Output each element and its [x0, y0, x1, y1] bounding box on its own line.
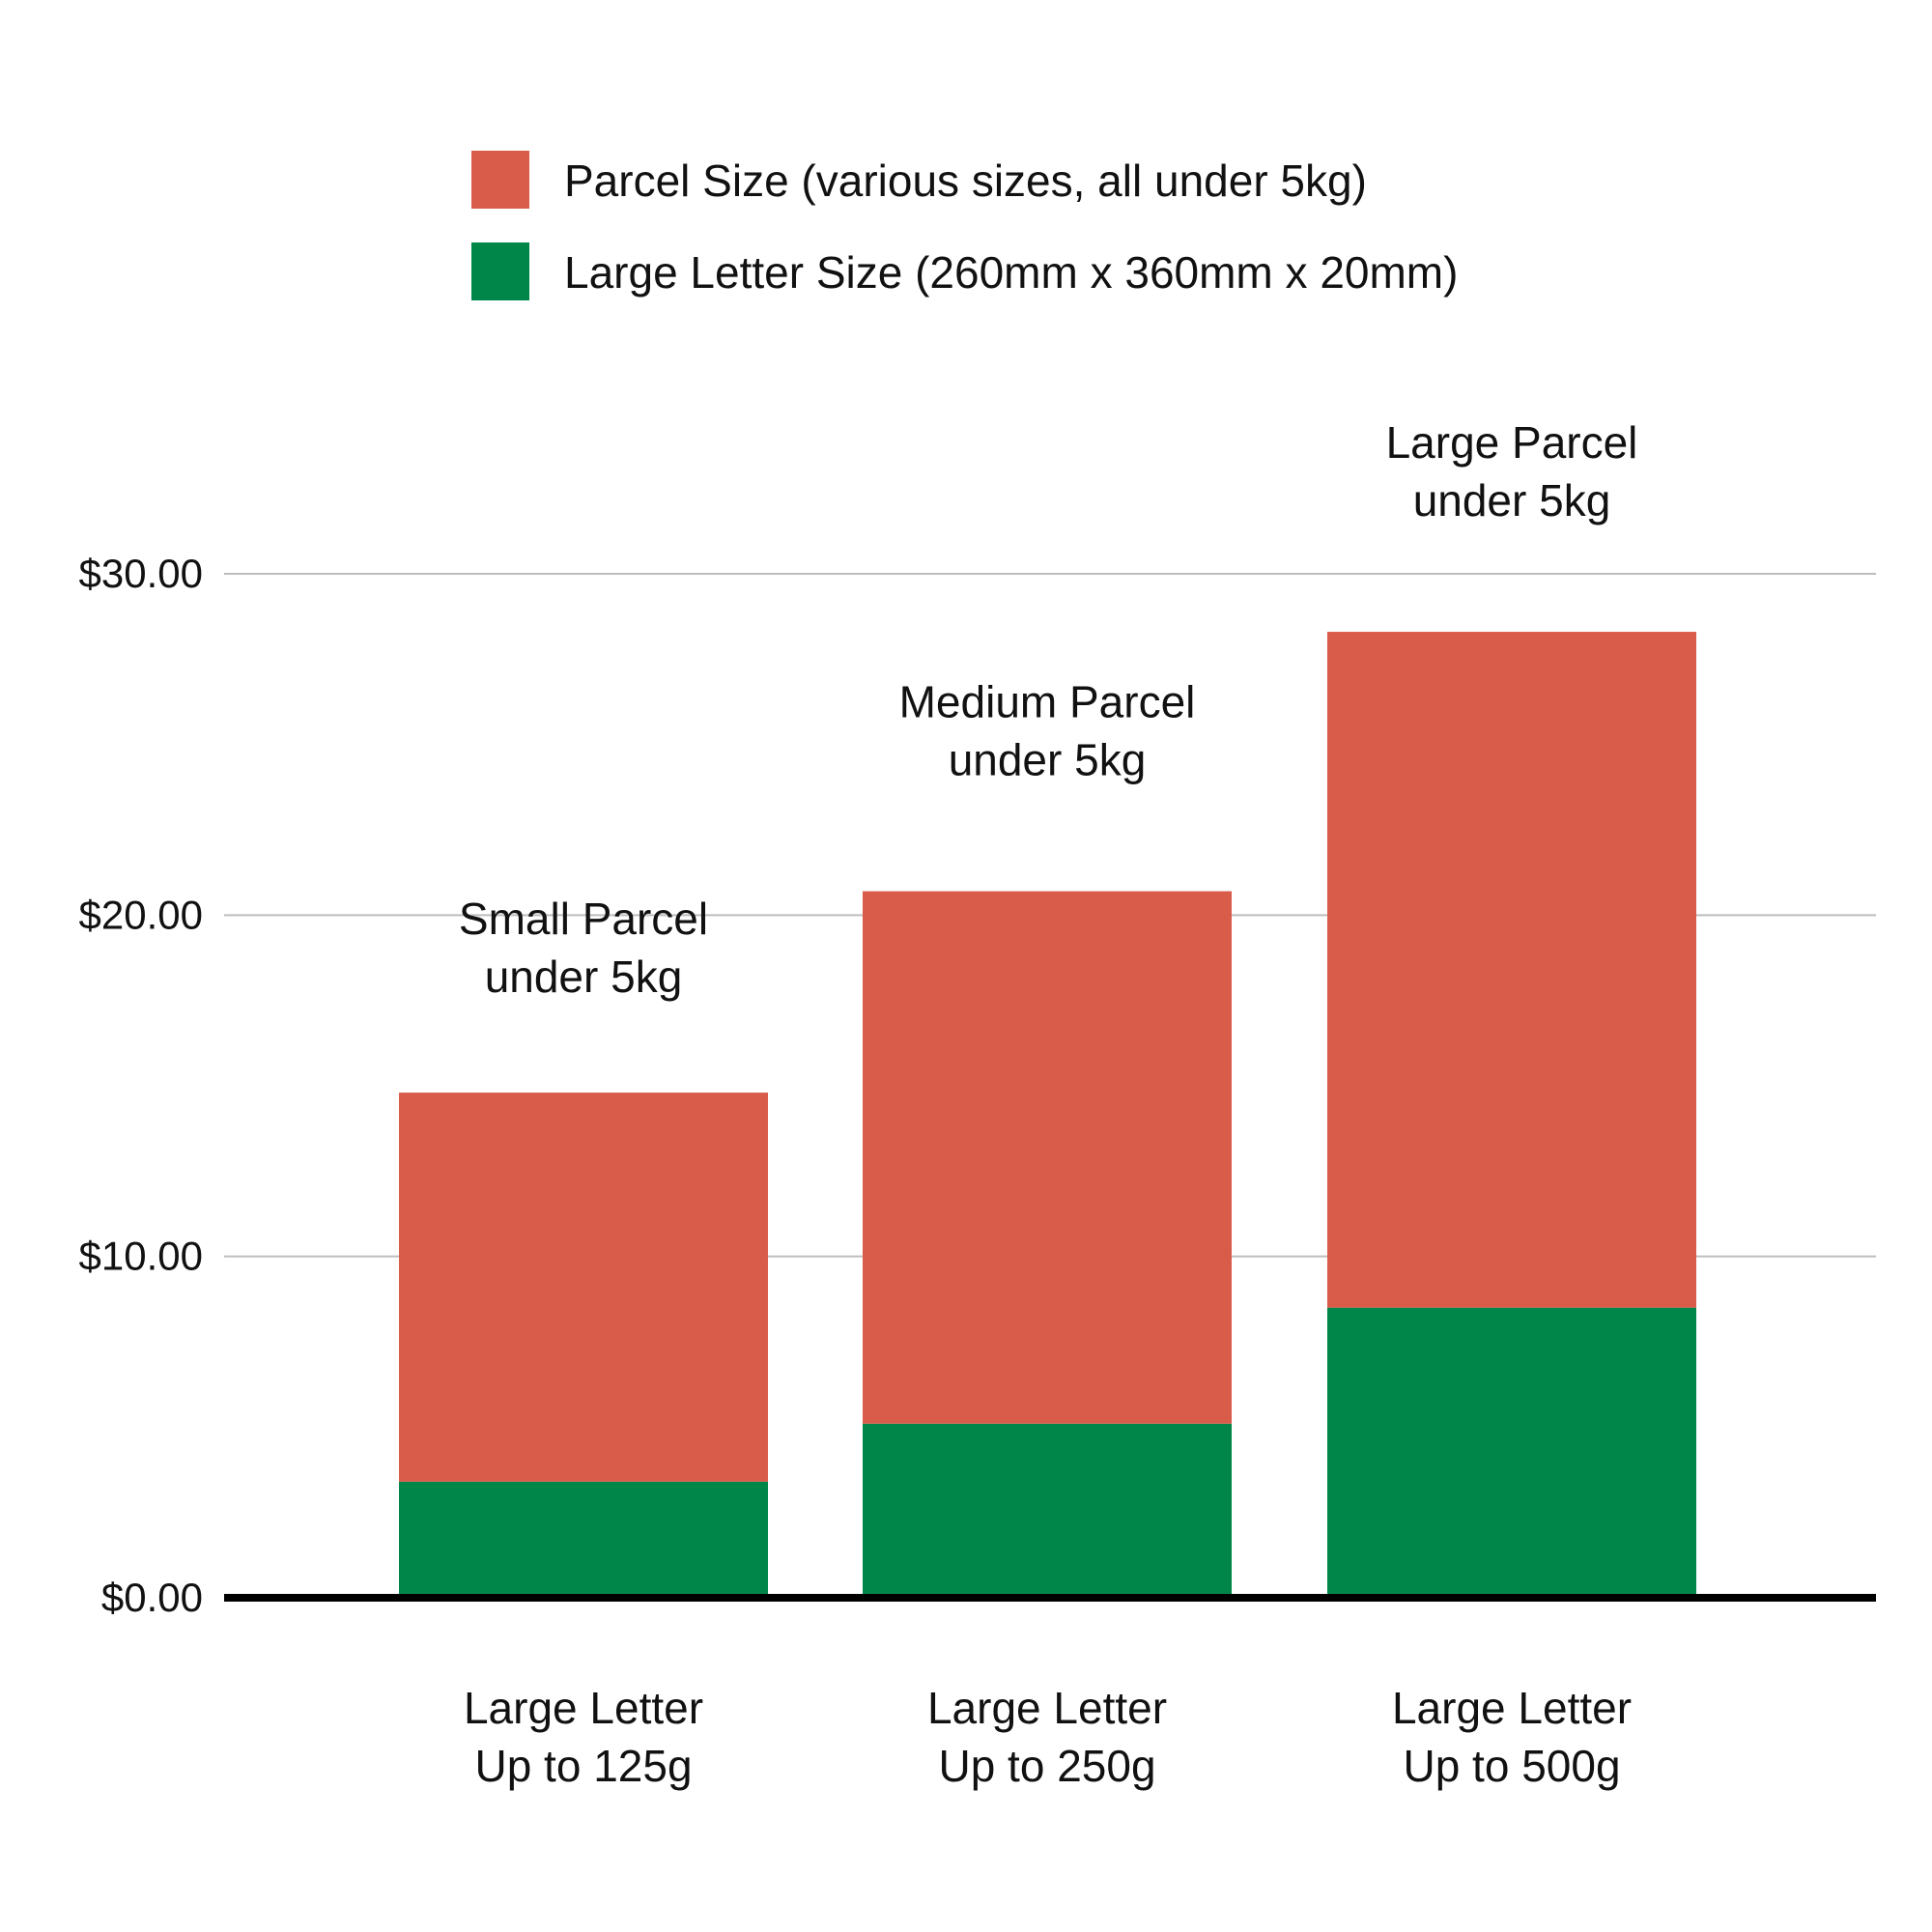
- y-tick-label: $20.00: [79, 892, 203, 937]
- x-tick-label: Large Letter: [464, 1683, 703, 1733]
- bar-segment-large-letter: [399, 1481, 768, 1598]
- bar-top-label: Medium Parcel: [899, 677, 1196, 727]
- bar-top-label: Large Parcel: [1386, 417, 1638, 468]
- x-tick-label: Up to 125g: [474, 1741, 692, 1791]
- bar-segment-parcel: [1327, 632, 1696, 1308]
- x-tick-label: Large Letter: [1392, 1683, 1632, 1733]
- bar-segment-parcel: [863, 891, 1232, 1424]
- x-tick-label: Up to 500g: [1403, 1741, 1620, 1791]
- bar-segment-large-letter: [1327, 1307, 1696, 1598]
- bar-top-label: Small Parcel: [459, 894, 708, 944]
- y-tick-label: $30.00: [79, 551, 203, 596]
- legend-swatch-parcel: [471, 151, 529, 209]
- y-tick-label: $0.00: [101, 1575, 203, 1620]
- bar-segment-parcel: [399, 1093, 768, 1482]
- legend-label-parcel: Parcel Size (various sizes, all under 5k…: [564, 156, 1367, 206]
- x-tick-label: Up to 250g: [938, 1741, 1155, 1791]
- bar-top-label: under 5kg: [485, 952, 683, 1002]
- bar-top-label: under 5kg: [1413, 475, 1611, 526]
- bar-top-label: under 5kg: [949, 735, 1147, 785]
- legend-swatch-large-letter: [471, 242, 529, 300]
- bar-segment-large-letter: [863, 1423, 1232, 1598]
- legend-label-large-letter: Large Letter Size (260mm x 360mm x 20mm): [564, 247, 1459, 298]
- y-tick-label: $10.00: [79, 1234, 203, 1279]
- x-tick-label: Large Letter: [927, 1683, 1167, 1733]
